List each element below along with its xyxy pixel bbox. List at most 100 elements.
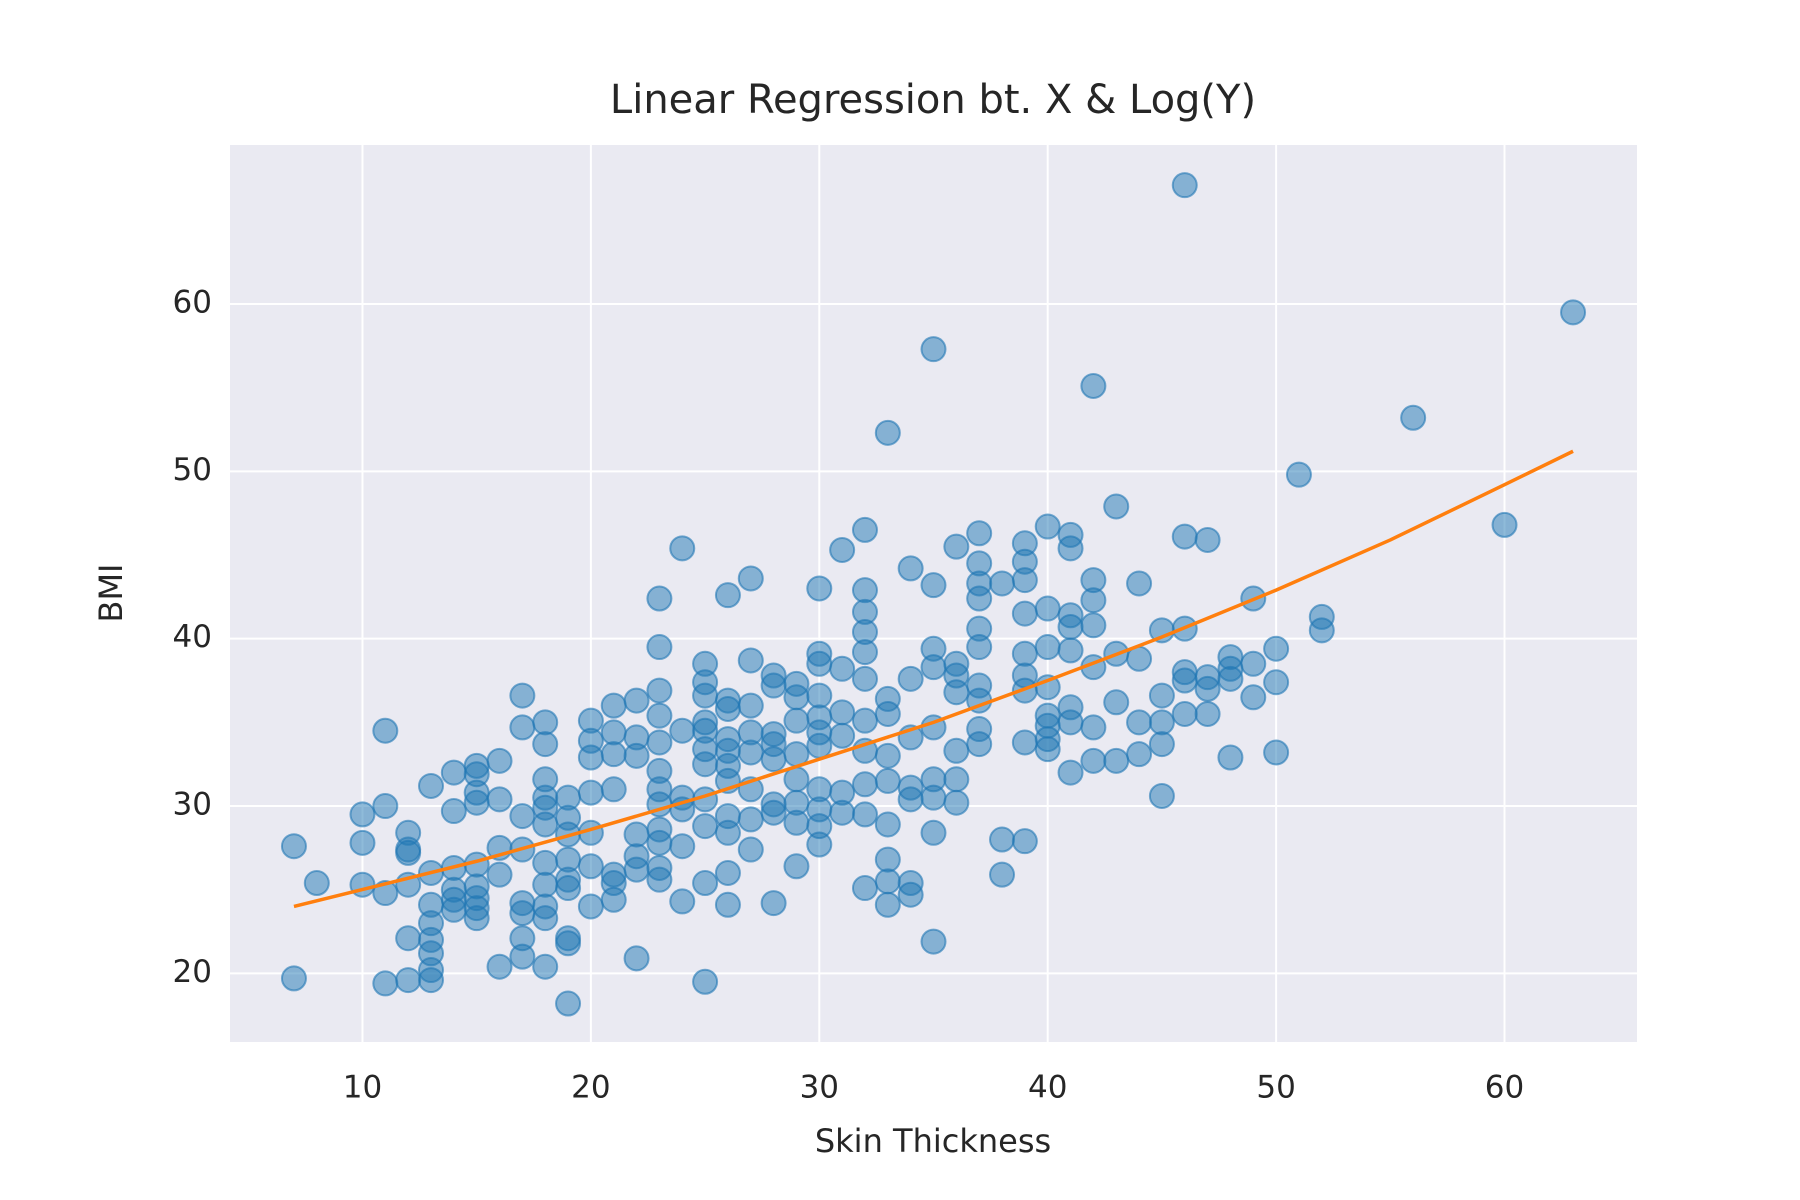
scatter-point (1057, 613, 1084, 640)
scatter-point (897, 665, 924, 692)
scatter-point (280, 833, 307, 860)
scatter-point (600, 776, 627, 803)
scatter-point (1148, 782, 1175, 809)
x-tick-label: 30 (800, 1070, 839, 1106)
scatter-point (920, 819, 947, 846)
scatter-point (1034, 513, 1061, 540)
scatter-point (1080, 372, 1107, 399)
scatter-point (1171, 523, 1198, 550)
scatter-point (463, 905, 490, 932)
scatter-point (418, 967, 444, 994)
scatter-point (1103, 493, 1130, 520)
scatter-point (783, 707, 810, 734)
y-axis-label: BMI (92, 564, 130, 623)
scatter-point (577, 893, 604, 920)
scatter-point (692, 751, 719, 778)
scatter-point (1080, 612, 1107, 639)
scatter-point (486, 747, 513, 774)
scatter-point (851, 577, 878, 604)
scatter-point (1034, 736, 1061, 763)
scatter-point (760, 890, 787, 917)
scatter-point (1171, 172, 1198, 199)
y-tick-label: 50 (173, 452, 212, 488)
scatter-point (1263, 635, 1290, 662)
scatter-point (1057, 535, 1084, 562)
scatter-point (1491, 511, 1518, 538)
scatter-point (943, 737, 970, 764)
scatter-point (372, 970, 399, 997)
y-tick-label: 60 (173, 284, 212, 320)
scatter-point (1057, 759, 1084, 786)
scatter-point (1126, 741, 1153, 768)
scatter-point (509, 714, 536, 741)
scatter-point (577, 779, 604, 806)
scatter-point (1217, 744, 1244, 771)
scatter-point (1240, 684, 1267, 711)
scatter-point (851, 665, 878, 692)
scatter-point (532, 953, 559, 980)
scatter-point (646, 829, 673, 856)
scatter-point (646, 866, 673, 893)
scatter-point (1011, 600, 1038, 627)
scatter-point (829, 655, 856, 682)
scatter-point (829, 722, 856, 749)
scatter-point (1194, 700, 1221, 727)
scatter-point (1034, 634, 1061, 661)
y-tick-label: 20 (173, 954, 212, 990)
scatter-point (737, 565, 764, 592)
scatter-point (851, 516, 878, 543)
scatter-point (1171, 700, 1198, 727)
scatter-point (943, 766, 970, 793)
scatter-point (737, 647, 764, 674)
scatter-point (806, 575, 833, 602)
scatter-point (1011, 640, 1038, 667)
scatter-point (646, 729, 673, 756)
scatter-point (806, 650, 833, 677)
scatter-point (874, 767, 901, 794)
scatter-point (1103, 747, 1130, 774)
scatter-point (920, 336, 947, 363)
scatter-point (1217, 665, 1244, 692)
scatter-point (714, 819, 741, 846)
scatter-point (966, 634, 993, 661)
scatter-point (1263, 739, 1290, 766)
scatter-point (920, 784, 947, 811)
scatter-point (829, 799, 856, 826)
scatter-point (600, 886, 627, 913)
scatter-point (440, 798, 467, 825)
x-tick-label: 60 (1485, 1070, 1524, 1106)
scatter-point (1194, 526, 1221, 553)
scatter-point (874, 868, 901, 895)
scatter-point (829, 536, 856, 563)
scatter-point (623, 687, 650, 714)
scatter-point (646, 585, 673, 612)
scatter-point (577, 744, 604, 771)
scatter-point (1034, 595, 1061, 622)
regression-line (293, 449, 1574, 909)
x-tick-label: 40 (1028, 1070, 1067, 1106)
scatter-point (966, 520, 993, 547)
scatter-point (577, 853, 604, 880)
scatter-point (623, 856, 650, 883)
scatter-point (1011, 828, 1038, 855)
scatter-point (1240, 650, 1267, 677)
scatter-point (737, 836, 764, 863)
scatter-point (623, 945, 650, 972)
scatter-point (600, 692, 627, 719)
scatter-point (851, 707, 878, 734)
scatter-point (555, 930, 582, 957)
scatter-point (669, 888, 696, 915)
scatter-point (714, 859, 741, 886)
scatter-point (874, 891, 901, 918)
scatter-point (486, 861, 513, 888)
scatter-point (829, 699, 856, 726)
x-tick-label: 20 (571, 1070, 610, 1106)
scatter-point (851, 771, 878, 798)
scatter-point (874, 419, 901, 446)
x-tick-label: 50 (1256, 1070, 1295, 1106)
scatter-point (669, 717, 696, 744)
scatter-point (1011, 567, 1038, 594)
scatter-point (783, 809, 810, 836)
